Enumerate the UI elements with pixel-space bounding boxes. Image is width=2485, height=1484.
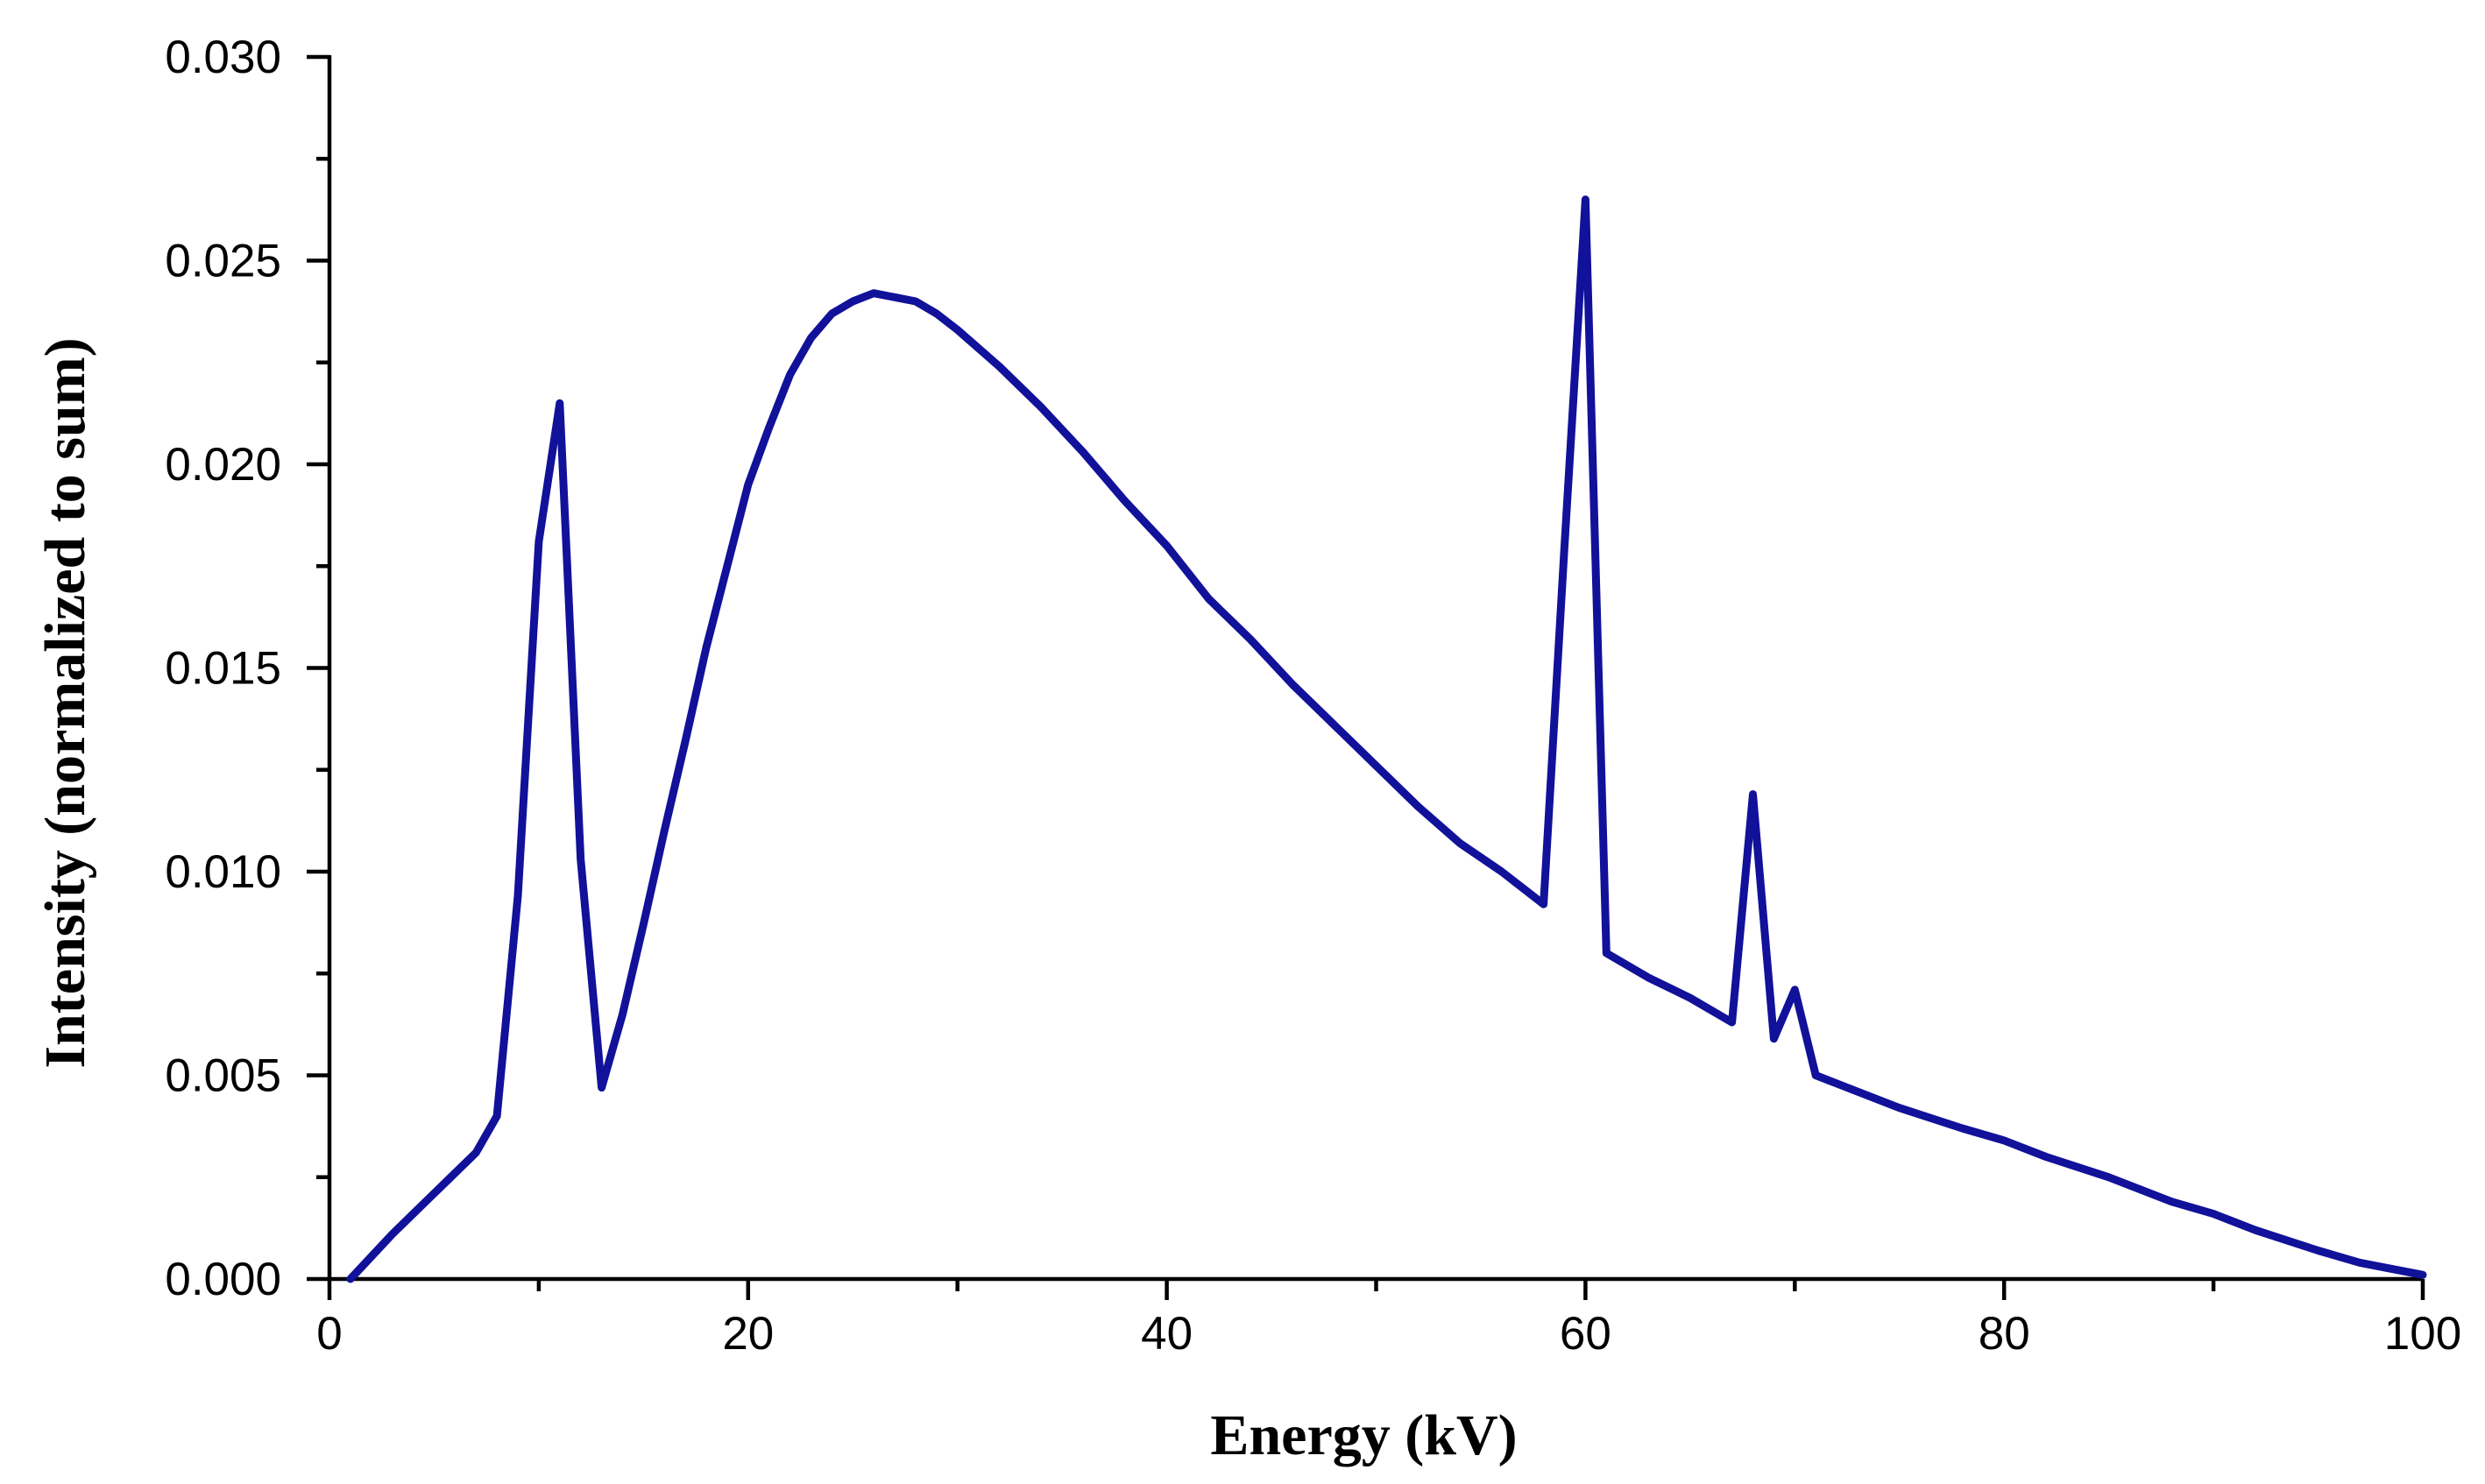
x-tick-label: 60 xyxy=(1560,1308,1611,1360)
x-tick-label: 20 xyxy=(722,1308,774,1360)
y-tick-label: 0.020 xyxy=(165,439,281,491)
x-tick-label: 100 xyxy=(2384,1308,2461,1360)
x-tick-label: 40 xyxy=(1141,1308,1193,1360)
y-tick-label: 0.000 xyxy=(165,1254,281,1305)
y-tick-label: 0.005 xyxy=(165,1050,281,1102)
major-ticks xyxy=(307,54,2425,1300)
minor-ticks xyxy=(316,157,2216,1291)
y-tick-label: 0.030 xyxy=(165,32,281,83)
y-tick-label: 0.025 xyxy=(165,236,281,287)
x-axis-title: Energy (kV) xyxy=(1210,1403,1517,1467)
tick-labels: 0 20 40 60 80 100 0.000 0.005 0.010 0.015 0.020 0.0… xyxy=(165,32,2461,1360)
x-tick-label: 80 xyxy=(1979,1308,2030,1360)
y-tick-label: 0.015 xyxy=(165,643,281,695)
y-tick-label: 0.010 xyxy=(165,846,281,898)
x-tick-label: 0 xyxy=(316,1308,342,1360)
y-axis-title: Intensity (normalized to sum) xyxy=(33,337,97,1068)
series-line-spectrum xyxy=(346,195,2427,1283)
